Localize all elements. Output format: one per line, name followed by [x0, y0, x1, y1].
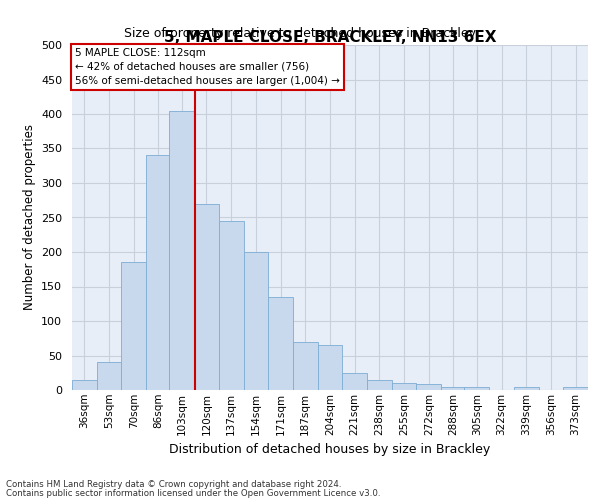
Text: Contains public sector information licensed under the Open Government Licence v3: Contains public sector information licen…	[6, 489, 380, 498]
Bar	[194, 204, 219, 390]
Bar	[464, 386, 489, 390]
Bar	[219, 221, 244, 390]
Bar	[416, 384, 441, 390]
Bar	[121, 262, 146, 390]
Bar	[441, 386, 464, 390]
Bar	[514, 386, 539, 390]
Bar	[97, 362, 121, 390]
Bar	[367, 380, 392, 390]
Text: Contains HM Land Registry data © Crown copyright and database right 2024.: Contains HM Land Registry data © Crown c…	[6, 480, 341, 489]
Text: Size of property relative to detached houses in Brackley: Size of property relative to detached ho…	[124, 28, 476, 40]
Bar	[293, 342, 317, 390]
Title: 5, MAPLE CLOSE, BRACKLEY, NN13 6EX: 5, MAPLE CLOSE, BRACKLEY, NN13 6EX	[164, 30, 496, 45]
Bar	[169, 110, 194, 390]
Bar	[392, 383, 416, 390]
Text: 5 MAPLE CLOSE: 112sqm
← 42% of detached houses are smaller (756)
56% of semi-det: 5 MAPLE CLOSE: 112sqm ← 42% of detached …	[75, 48, 340, 86]
Bar	[72, 380, 97, 390]
Bar	[268, 297, 293, 390]
Bar	[146, 156, 169, 390]
Bar	[317, 345, 343, 390]
Y-axis label: Number of detached properties: Number of detached properties	[23, 124, 35, 310]
Bar	[343, 373, 367, 390]
Bar	[244, 252, 268, 390]
X-axis label: Distribution of detached houses by size in Brackley: Distribution of detached houses by size …	[169, 443, 491, 456]
Bar	[563, 386, 588, 390]
